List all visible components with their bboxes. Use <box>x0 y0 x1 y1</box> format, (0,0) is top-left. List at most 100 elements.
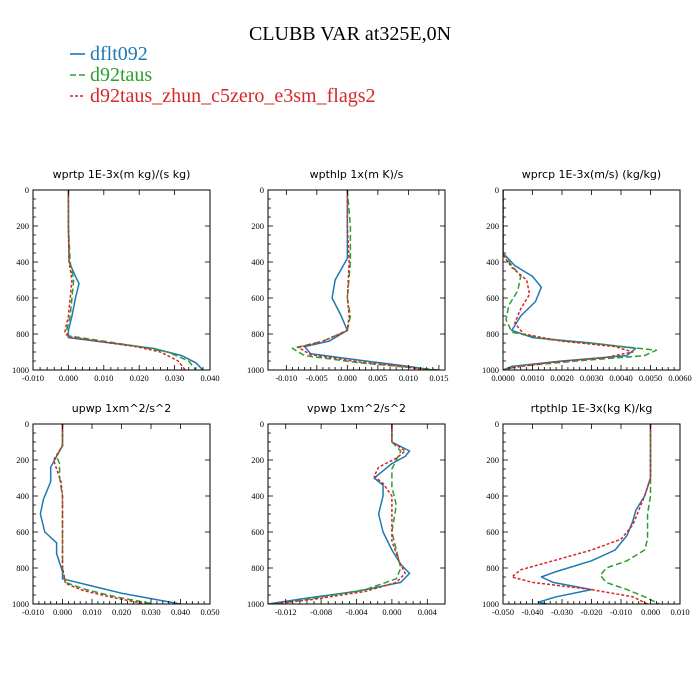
series-group <box>268 424 411 604</box>
panel-0: wprtp 1E-3x(m kg)/(s kg) -0.010 0.000 0.010… <box>12 168 220 383</box>
y-tick-label: 200 <box>16 221 29 231</box>
x-tick-label: 0.000 <box>59 373 78 383</box>
y-tick-label: 200 <box>486 455 499 465</box>
legend-label-0: dflt092 <box>90 43 148 65</box>
y-tick-label: 400 <box>251 491 264 501</box>
panel-title: rtpthlp 1E-3x(kg K)/kg <box>531 402 653 415</box>
x-tick-label: 0.0030 <box>580 373 603 383</box>
figure-title: CLUBB VAR at325E,0N <box>249 23 451 45</box>
x-tick-label: 0.020 <box>112 607 131 617</box>
y-tick-label: 0 <box>25 185 29 195</box>
x-tick-label: 0.000 <box>641 607 660 617</box>
plot-frame <box>267 423 446 605</box>
series-line-dflt092 <box>303 190 433 370</box>
y-tick-label: 400 <box>16 257 29 267</box>
x-tick-label: 0.010 <box>82 607 101 617</box>
series-line-dflt092 <box>503 190 637 370</box>
x-tick-label: -0.012 <box>275 607 297 617</box>
series-line-d92taus <box>599 424 660 604</box>
x-tick-label: 0.0060 <box>668 373 691 383</box>
x-tick-label: 0.004 <box>418 607 438 617</box>
y-tick-label: 400 <box>486 491 499 501</box>
x-tick-label: 0.0050 <box>639 373 662 383</box>
series-line-d92taus_zhun_c5zero_e3sm_flags2 <box>297 190 427 370</box>
x-tick-label: -0.008 <box>310 607 332 617</box>
y-tick-label: 600 <box>486 293 499 303</box>
series-line-dflt092 <box>67 190 204 370</box>
y-tick-label: 1000 <box>247 599 264 609</box>
x-tick-label: -0.010 <box>22 607 44 617</box>
y-tick-label: 200 <box>486 221 499 231</box>
x-tick-label: 0.050 <box>200 607 219 617</box>
legend: dflt092d92tausd92taus_zhun_c5zero_e3sm_f… <box>70 43 375 107</box>
y-tick-label: 400 <box>251 257 264 267</box>
x-tick-label: 0.040 <box>171 607 190 617</box>
series-line-d92taus <box>503 190 658 370</box>
x-tick-label: 0.000 <box>382 607 401 617</box>
y-tick-label: 800 <box>16 563 29 573</box>
y-tick-label: 200 <box>16 455 29 465</box>
y-tick-label: 1000 <box>247 365 264 375</box>
y-tick-label: 0 <box>495 419 499 429</box>
series-line-d92taus_zhun_c5zero_e3sm_flags2 <box>64 190 186 370</box>
series-line-d92taus <box>55 424 155 604</box>
y-tick-label: 800 <box>486 563 499 573</box>
x-tick-label: 0.0000 <box>491 373 514 383</box>
x-tick-label: -0.050 <box>492 607 514 617</box>
series-group <box>503 190 658 370</box>
x-tick-label: -0.004 <box>346 607 369 617</box>
y-tick-label: 0 <box>495 185 499 195</box>
series-line-dflt092 <box>39 424 181 604</box>
y-tick-label: 1000 <box>482 599 499 609</box>
x-tick-label: 0.030 <box>141 607 160 617</box>
plot-frame <box>502 423 681 605</box>
series-line-d92taus <box>65 190 197 370</box>
y-tick-label: 600 <box>251 527 264 537</box>
x-tick-label: 0.0040 <box>609 373 632 383</box>
plot-frame <box>32 189 211 371</box>
x-tick-label: 0.0020 <box>550 373 573 383</box>
panel-title: wprtp 1E-3x(m kg)/(s kg) <box>53 168 191 181</box>
panel-title: wprcp 1E-3x(m/s) (kg/kg) <box>522 168 661 181</box>
series-line-d92taus_zhun_c5zero_e3sm_flags2 <box>272 424 406 604</box>
panel-3: upwp 1xm^2/s^2 -0.010 0.000 0.010 0.020 0.030… <box>12 402 220 617</box>
x-tick-label: -0.010 <box>275 373 297 383</box>
panels: wprtp 1E-3x(m kg)/(s kg) -0.010 0.000 0.010… <box>12 168 692 617</box>
x-tick-label: 0.015 <box>429 373 448 383</box>
panel-1: wpthlp 1x(m K)/s -0.010 -0.005 0.000 0.005 0.… <box>247 168 448 383</box>
x-tick-label: 0.010 <box>94 373 113 383</box>
x-tick-label: -0.030 <box>551 607 573 617</box>
x-tick-label: -0.010 <box>610 607 632 617</box>
y-tick-label: 1000 <box>482 365 499 375</box>
series-line-d92taus_zhun_c5zero_e3sm_flags2 <box>503 190 634 370</box>
x-tick-label: 0.040 <box>200 373 219 383</box>
panel-2: wprcp 1E-3x(m/s) (kg/kg) 0.0000 0.0010 0.00… <box>482 168 692 383</box>
y-tick-label: 400 <box>16 491 29 501</box>
y-tick-label: 600 <box>16 527 29 537</box>
series-group <box>511 424 660 604</box>
panel-5: rtpthlp 1E-3x(kg K)/kg -0.050 -0.040 -0.030… <box>482 402 690 617</box>
y-tick-label: 1000 <box>12 599 29 609</box>
x-tick-label: -0.010 <box>22 373 44 383</box>
y-tick-label: 800 <box>16 329 29 339</box>
y-tick-label: 800 <box>251 329 264 339</box>
y-tick-label: 1000 <box>12 365 29 375</box>
y-tick-label: 600 <box>486 527 499 537</box>
series-line-d92taus <box>276 424 402 604</box>
x-tick-label: -0.040 <box>522 607 544 617</box>
x-tick-label: 0.010 <box>399 373 418 383</box>
x-tick-label: 0.005 <box>368 373 387 383</box>
x-tick-label: 0.010 <box>670 607 689 617</box>
x-tick-label: 0.0010 <box>521 373 544 383</box>
series-line-d92taus_zhun_c5zero_e3sm_flags2 <box>511 424 652 604</box>
x-tick-label: 0.000 <box>338 373 357 383</box>
y-tick-label: 800 <box>486 329 499 339</box>
y-tick-label: 600 <box>251 293 264 303</box>
plot-frame <box>267 189 446 371</box>
legend-label-2: d92taus_zhun_c5zero_e3sm_flags2 <box>90 85 375 107</box>
y-tick-label: 600 <box>16 293 29 303</box>
x-tick-label: -0.020 <box>581 607 603 617</box>
y-tick-label: 0 <box>260 419 264 429</box>
series-line-d92taus_zhun_c5zero_e3sm_flags2 <box>52 424 146 604</box>
